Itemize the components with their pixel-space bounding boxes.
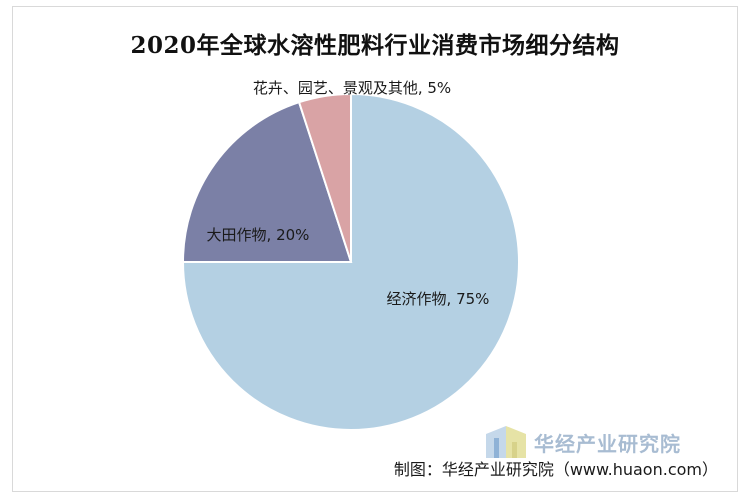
chart-title: 2020年全球水溶性肥料行业消费市场细分结构 xyxy=(130,32,620,59)
watermark-text: 华经产业研究院 xyxy=(534,431,681,456)
chart-frame xyxy=(12,6,738,492)
watermark-logo-icon xyxy=(486,426,526,458)
slice-label-1: 经济作物, 75% xyxy=(387,290,490,308)
source-note: 制图：华经产业研究院（www.huaon.com） xyxy=(393,460,718,479)
pie-slice-2 xyxy=(181,100,353,263)
watermark: 华经产业研究院 xyxy=(484,420,724,464)
slice-label-2: 大田作物, 20% xyxy=(207,226,310,244)
pie-slice-1 xyxy=(181,92,520,431)
pie-slice-3 xyxy=(297,92,352,263)
slice-label-3: 花卉、园艺、景观及其他, 5% xyxy=(253,79,451,97)
